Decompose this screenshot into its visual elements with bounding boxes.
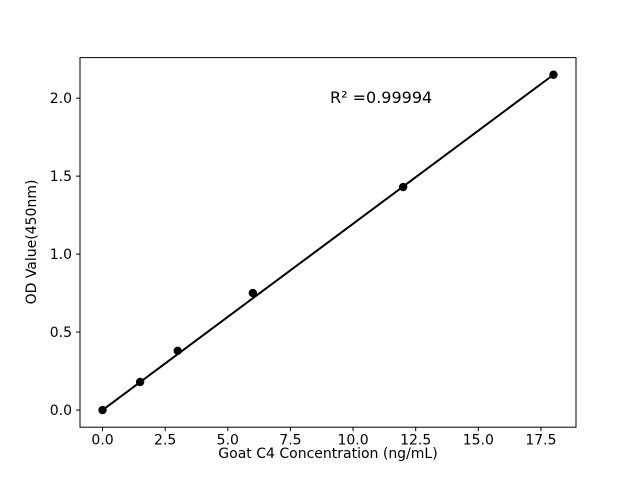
data-point: [98, 405, 107, 415]
y-tick-label: 1.0: [50, 247, 72, 263]
x-tick-label: 5.0: [217, 433, 239, 449]
x-tick-label: 7.5: [279, 433, 301, 449]
data-point: [248, 288, 258, 298]
data-point: [173, 346, 182, 355]
x-tick-label: 12.5: [400, 433, 431, 449]
y-tick-label: 0.0: [50, 403, 72, 419]
x-tick-label: 10.0: [337, 433, 368, 449]
data-point: [135, 377, 145, 387]
r-squared-annotation: R² =0.99994: [330, 88, 433, 107]
y-axis-label: OD Value(450nm): [24, 179, 40, 305]
x-tick-label: 17.5: [525, 433, 556, 449]
data-point: [549, 70, 558, 79]
data-point: [398, 182, 408, 192]
x-tick-label: 15.0: [463, 433, 494, 449]
y-tick-label: 1.5: [50, 169, 72, 185]
plot-spines: [79, 57, 577, 428]
y-tick-label: 2.0: [50, 91, 72, 107]
x-tick-label: 0.0: [91, 433, 113, 449]
x-tick-label: 2.5: [154, 433, 176, 449]
x-axis-label: Goat C4 Concentration (ng/mL): [218, 446, 438, 462]
fit-line: [101, 73, 555, 411]
y-tick-label: 0.5: [50, 325, 72, 341]
